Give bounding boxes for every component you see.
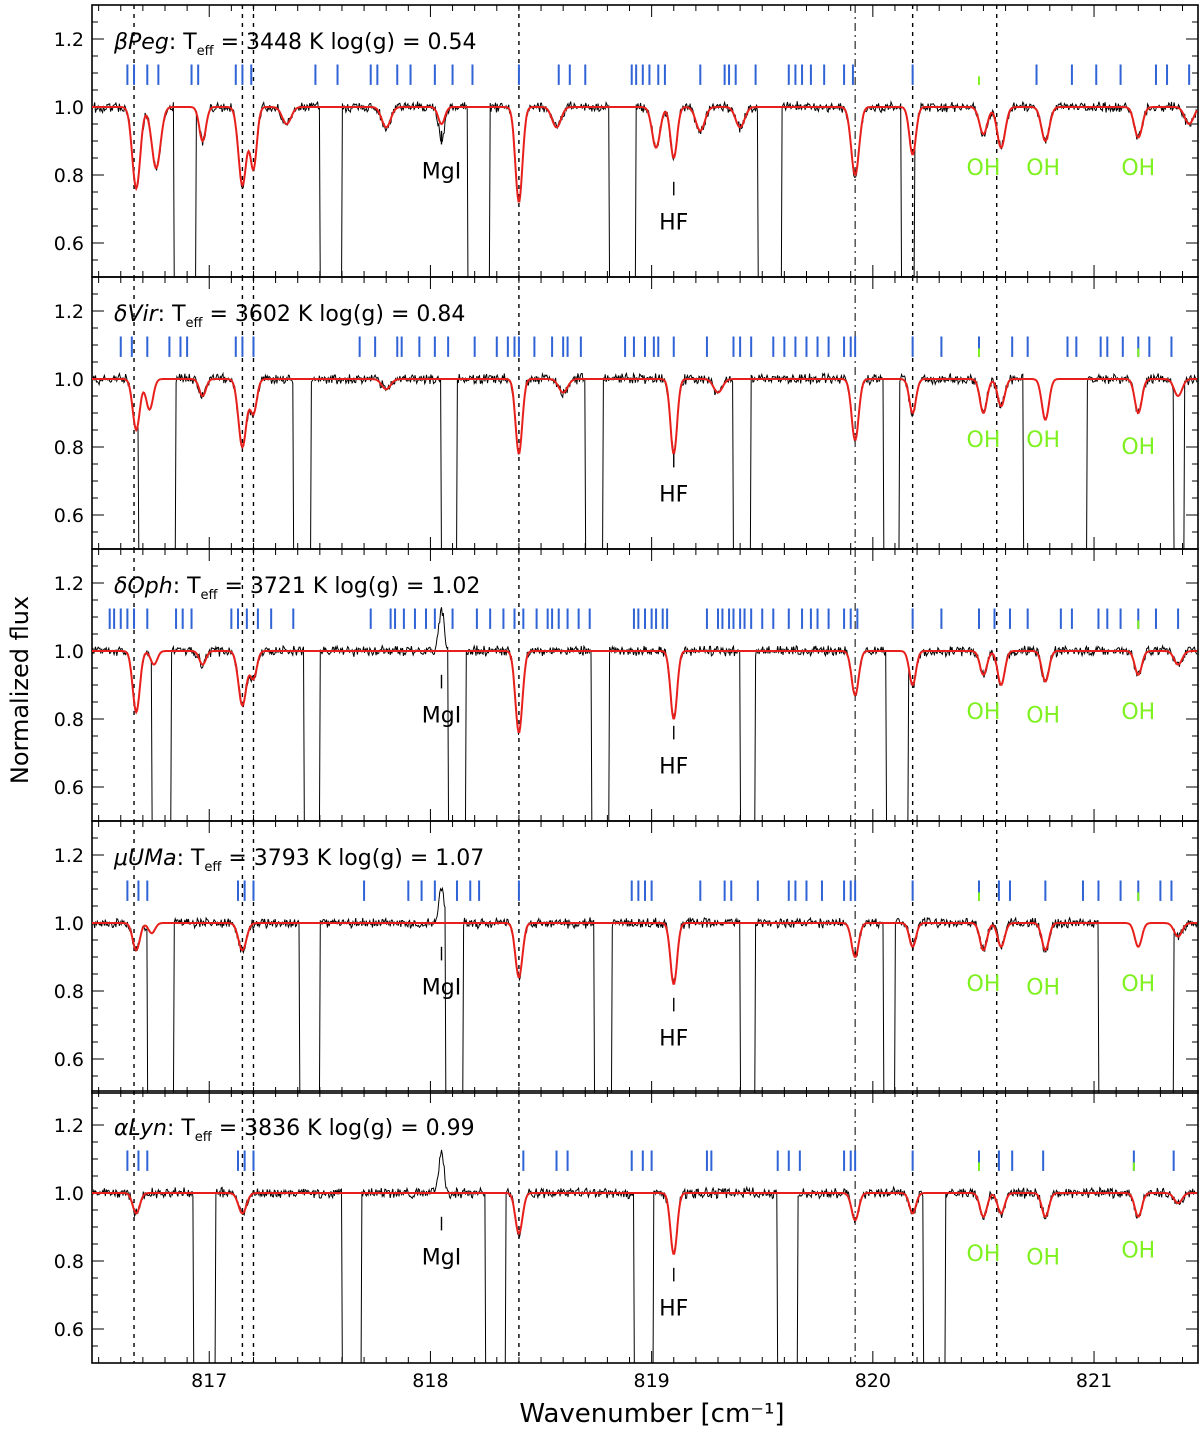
oh-label: OH bbox=[1121, 972, 1155, 997]
observed-spectrum bbox=[92, 371, 1198, 549]
panel-title: βPeg: Teff = 3448 K log(g) = 0.54 bbox=[113, 30, 477, 59]
y-tick-label: 0.6 bbox=[54, 233, 84, 255]
y-tick-label: 1.2 bbox=[54, 29, 84, 51]
y-tick-label: 1.0 bbox=[54, 97, 84, 119]
teff-label: : T bbox=[158, 302, 186, 327]
panel-title: αLyn: Teff = 3836 K log(g) = 0.99 bbox=[114, 1116, 475, 1145]
y-tick-label: 1.2 bbox=[54, 845, 84, 867]
y-tick-label: 1.2 bbox=[54, 301, 84, 323]
mgi-label: MgI bbox=[422, 975, 461, 1000]
oh-label: OH bbox=[967, 428, 1001, 453]
teff-value: = 3793 K log(g) = 1.07 bbox=[221, 846, 484, 871]
y-tick-label: 1.0 bbox=[54, 913, 84, 935]
hf-label: HF bbox=[659, 482, 688, 507]
spectrum-panel: 0.6 0.8 1.0 1.2 δOph: Teff = 3721 K log(g) =… bbox=[54, 548, 1199, 822]
oh-label: OH bbox=[967, 1242, 1001, 1267]
y-tick-label: 1.0 bbox=[54, 641, 84, 663]
teff-value: = 3836 K log(g) = 0.99 bbox=[212, 1116, 475, 1141]
oh-label: OH bbox=[1026, 703, 1060, 728]
teff-label: : T bbox=[177, 846, 205, 871]
y-tick-label: 0.6 bbox=[54, 1319, 84, 1341]
teff-label: : T bbox=[169, 30, 197, 55]
y-tick-label: 0.8 bbox=[54, 709, 84, 731]
spectrum-panel: 0.6 0.8 1.0 1.2 βPeg: Teff = 3448 K log(g) =… bbox=[54, 4, 1199, 278]
oh-label: OH bbox=[967, 972, 1001, 997]
y-tick-label: 0.8 bbox=[54, 1251, 84, 1273]
star-name: βPeg bbox=[113, 30, 169, 55]
x-tick-label: 821 bbox=[1076, 1370, 1112, 1392]
panel-title: μUMa: Teff = 3793 K log(g) = 1.07 bbox=[113, 846, 484, 875]
axis-titles: Wavenumber [cm⁻¹] Normalized flux bbox=[6, 596, 785, 1429]
panels-layer: 0.60.81.01.2 βPeg: Teff = 3448 K log(g) =… bbox=[54, 4, 1199, 1392]
y-tick-label: 0.6 bbox=[54, 1049, 84, 1071]
oh-label: OH bbox=[967, 156, 1001, 181]
oh-label: OH bbox=[1121, 1239, 1155, 1264]
oh-label: OH bbox=[1026, 156, 1060, 181]
x-tick-label: 819 bbox=[634, 1370, 670, 1392]
star-name: δVir bbox=[114, 302, 160, 327]
teff-subscript: eff bbox=[201, 588, 219, 603]
x-tick-label: 818 bbox=[412, 1370, 448, 1392]
star-name: αLyn bbox=[114, 1116, 167, 1141]
spectrum-panel: 0.6 0.8 1.0 1.2 αLyn: Teff = 3836 K log(g) =… bbox=[54, 1090, 1199, 1392]
x-axis-label: Wavenumber [cm⁻¹] bbox=[519, 1399, 784, 1429]
observed-spectrum bbox=[92, 607, 1198, 821]
teff-value: = 3448 K log(g) = 0.54 bbox=[214, 30, 477, 55]
oh-label: OH bbox=[1026, 428, 1060, 453]
y-tick-label: 1.0 bbox=[54, 1183, 84, 1205]
oh-label: OH bbox=[1026, 1245, 1060, 1270]
oh-label: OH bbox=[1121, 700, 1155, 725]
y-tick-label: 0.8 bbox=[54, 165, 84, 187]
hf-label: HF bbox=[659, 754, 688, 779]
x-tick-label: 817 bbox=[191, 1370, 227, 1392]
teff-label: : T bbox=[167, 1116, 195, 1141]
model-spectrum bbox=[92, 106, 1198, 203]
teff-subscript: eff bbox=[186, 316, 204, 331]
star-name: μUMa bbox=[113, 846, 177, 871]
hf-label: HF bbox=[659, 210, 688, 235]
y-tick-label: 0.6 bbox=[54, 777, 84, 799]
y-tick-label: 0.8 bbox=[54, 981, 84, 1003]
oh-label: OH bbox=[1026, 975, 1060, 1000]
star-name: δOph bbox=[114, 574, 173, 599]
y-tick-label: 0.8 bbox=[54, 437, 84, 459]
oh-label: OH bbox=[1121, 156, 1155, 181]
teff-label: : T bbox=[173, 574, 201, 599]
oh-label: OH bbox=[1121, 435, 1155, 460]
teff-value: = 3602 K log(g) = 0.84 bbox=[202, 302, 465, 327]
mgi-label: MgI bbox=[422, 1245, 461, 1270]
y-axis-label: Normalized flux bbox=[6, 596, 34, 784]
observed-spectrum bbox=[92, 1149, 1198, 1363]
panel-title: δOph: Teff = 3721 K log(g) = 1.02 bbox=[114, 574, 480, 603]
y-tick-label: 1.2 bbox=[54, 573, 84, 595]
teff-subscript: eff bbox=[195, 1130, 213, 1145]
model-spectrum bbox=[92, 1192, 1198, 1255]
x-tick-label: 820 bbox=[855, 1370, 891, 1392]
hf-label: HF bbox=[659, 1026, 688, 1051]
model-spectrum bbox=[92, 378, 1198, 455]
model-spectrum bbox=[92, 922, 1198, 985]
y-tick-label: 1.2 bbox=[54, 1115, 84, 1137]
y-tick-label: 0.6 bbox=[54, 505, 84, 527]
spectrum-panel: 0.6 0.8 1.0 1.2 μUMa: Teff = 3793 K log(g) =… bbox=[54, 820, 1199, 1094]
mgi-label: MgI bbox=[422, 703, 461, 728]
oh-label: OH bbox=[967, 700, 1001, 725]
model-spectrum bbox=[92, 650, 1198, 733]
teff-subscript: eff bbox=[197, 44, 215, 59]
hf-label: HF bbox=[659, 1296, 688, 1321]
y-tick-label: 1.0 bbox=[54, 369, 84, 391]
teff-subscript: eff bbox=[204, 860, 222, 875]
teff-value: = 3721 K log(g) = 1.02 bbox=[218, 574, 481, 599]
panel-title: δVir: Teff = 3602 K log(g) = 0.84 bbox=[114, 302, 465, 331]
spectrum-panel: 0.6 0.8 1.0 1.2 δVir: Teff = 3602 K log(g) =… bbox=[54, 276, 1199, 550]
mgi-label: MgI bbox=[422, 159, 461, 184]
